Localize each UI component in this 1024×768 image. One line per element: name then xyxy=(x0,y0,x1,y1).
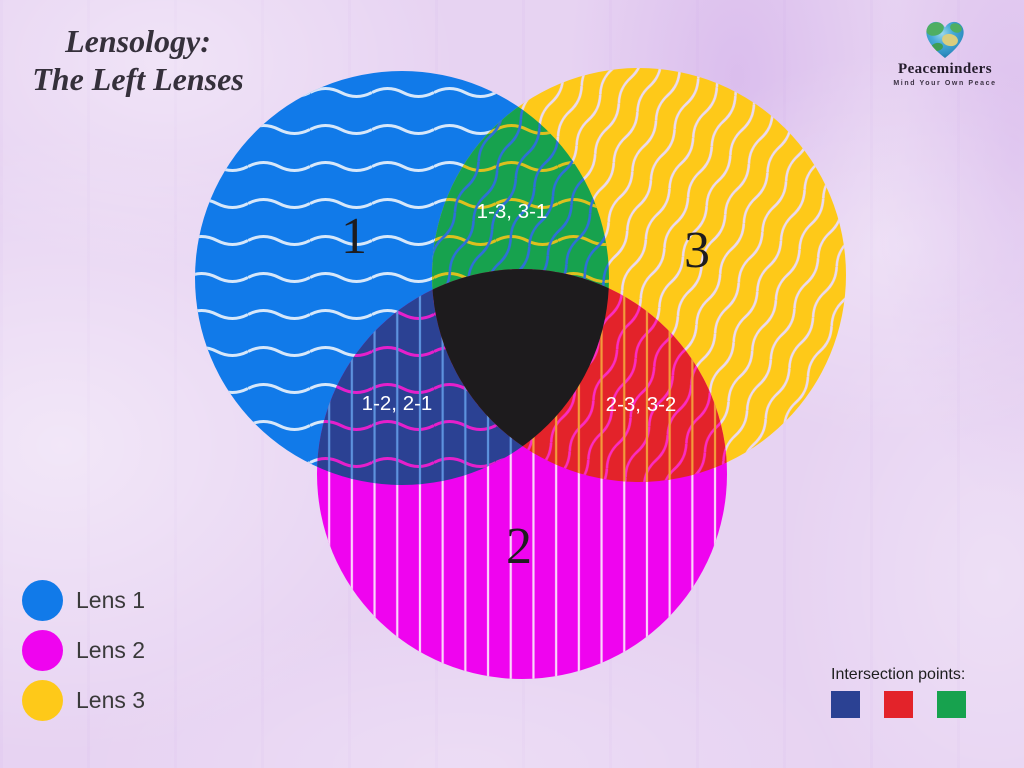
intersection-2-3-label: 2-3, 3-2 xyxy=(606,393,677,416)
lens-legend: Lens 1 Lens 2 Lens 3 xyxy=(22,580,145,730)
intersection-2-3-swatch xyxy=(884,691,913,718)
brand-name: Peaceminders xyxy=(898,61,992,77)
page-title-line-1: Lensology: xyxy=(65,23,211,59)
lens-1-label: Lens 1 xyxy=(76,587,146,613)
lens-1-number: 1 xyxy=(341,208,367,265)
earth-heart-icon xyxy=(926,21,964,58)
brand-tagline: Mind Your Own Peace xyxy=(893,80,997,87)
lens-2-label: Lens 2 xyxy=(76,637,146,663)
lens-3-number: 3 xyxy=(684,222,710,279)
intersection-1-2-label: 1-2, 2-1 xyxy=(362,392,433,415)
lens-3-label: Lens 3 xyxy=(76,687,146,713)
page-title: Lensology: The Left Lenses xyxy=(12,22,264,98)
legend-item-lens-1: Lens 1 xyxy=(22,580,145,621)
lens-1-swatch xyxy=(22,580,63,621)
lens-3-swatch xyxy=(22,680,63,721)
page-title-line-2: The Left Lenses xyxy=(32,61,244,97)
legend-item-lens-3: Lens 3 xyxy=(22,680,145,721)
legend-item-lens-2: Lens 2 xyxy=(22,630,145,671)
intersection-1-3-label: 1-3, 3-1 xyxy=(477,200,548,223)
lens-2-number: 2 xyxy=(506,518,532,575)
brand-logo: Peaceminders Mind Your Own Peace xyxy=(886,16,1004,87)
intersection-1-2-swatch xyxy=(831,691,860,718)
intersection-legend-swatches xyxy=(831,691,981,718)
lens-2-swatch xyxy=(22,630,63,671)
intersection-legend-title: Intersection points: xyxy=(831,666,966,683)
intersection-1-3-swatch xyxy=(937,691,966,718)
intersection-legend: Intersection points: xyxy=(831,666,981,718)
